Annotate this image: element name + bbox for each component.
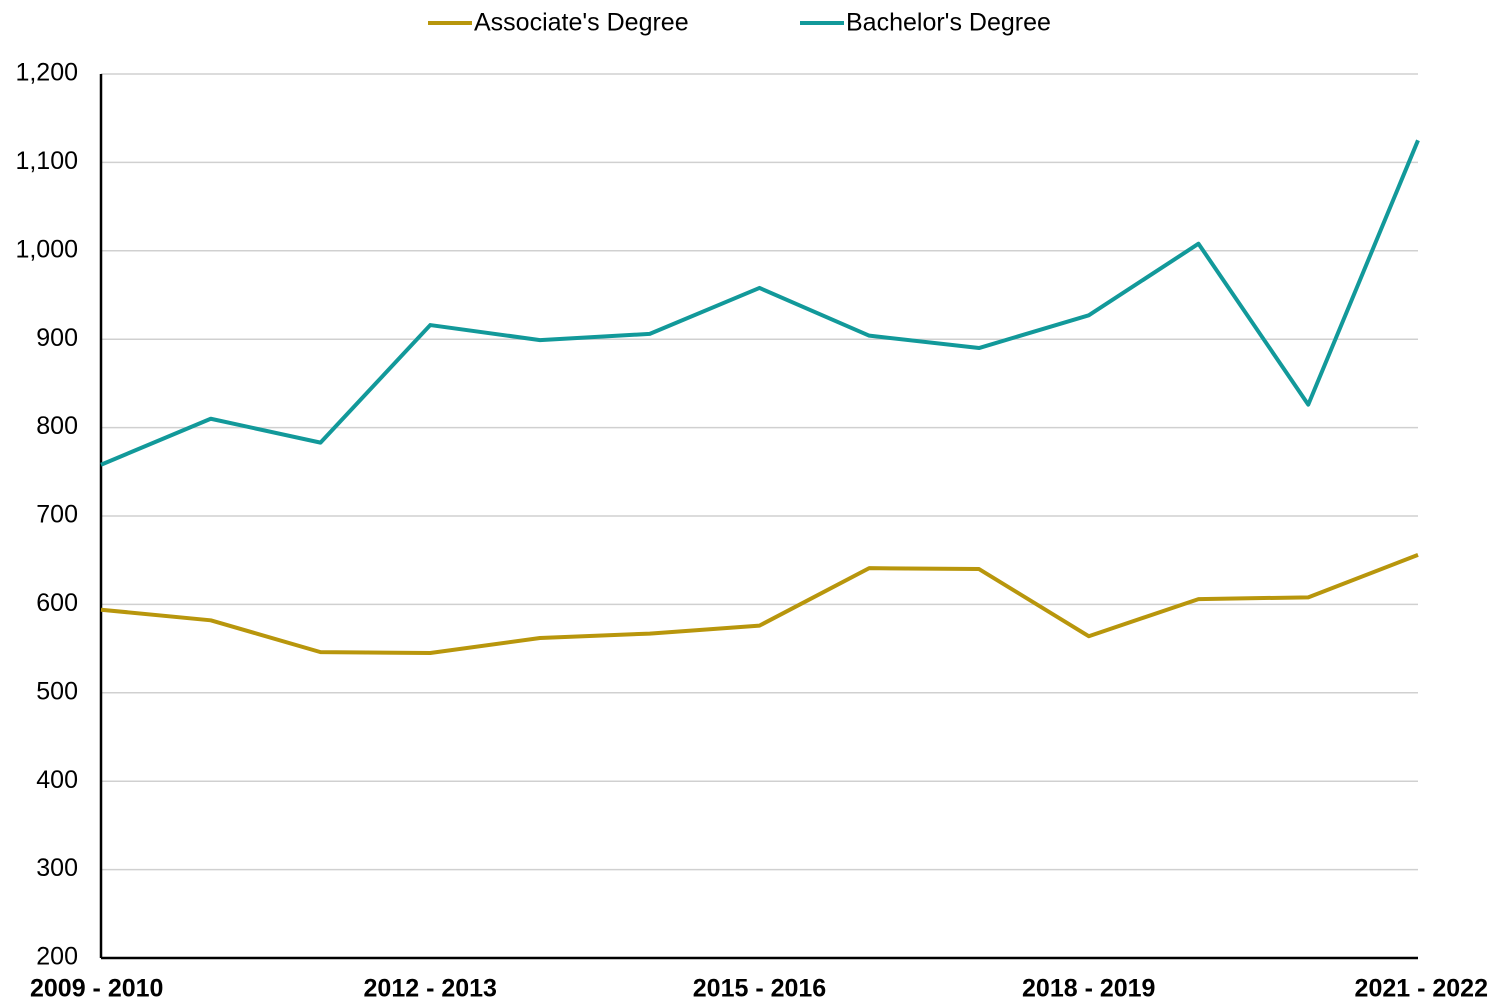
data-line	[100, 139, 1420, 467]
y-tick-label: 300	[36, 854, 78, 882]
x-tick-label: 2015 - 2016	[693, 975, 826, 1002]
x-tick-label: 2021 - 2022	[1355, 975, 1488, 1002]
y-tick-label: 500	[36, 677, 78, 705]
legend-label: Associate's Degree	[474, 9, 689, 37]
data-line	[100, 553, 1419, 656]
y-tick-label: 200	[36, 943, 78, 971]
y-tick-label: 600	[36, 589, 78, 617]
y-tick-label: 800	[36, 412, 78, 440]
x-tick-label: 2012 - 2013	[364, 975, 497, 1002]
y-tick-label: 1,100	[15, 147, 78, 175]
y-tick-label: 1,200	[15, 59, 78, 87]
y-tick-label: 900	[36, 324, 78, 352]
x-tick-label: 2009 - 2010	[30, 975, 163, 1002]
x-tick-label: 2018 - 2019	[1022, 975, 1155, 1002]
y-tick-label: 700	[36, 501, 78, 529]
y-tick-label: 1,000	[15, 235, 78, 263]
y-tick-label: 400	[36, 766, 78, 794]
legend-label: Bachelor's Degree	[846, 9, 1051, 37]
